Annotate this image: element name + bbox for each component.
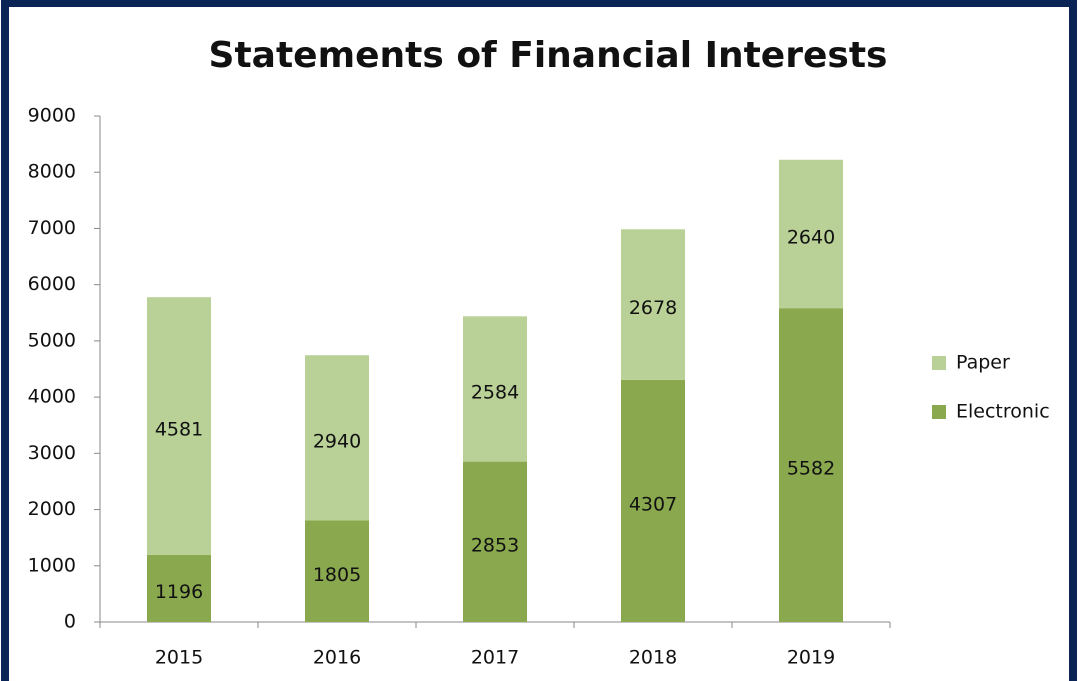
bar-segment	[779, 308, 843, 622]
y-tick-label: 7000	[28, 217, 76, 239]
bar-segment	[305, 520, 369, 622]
data-label: 5582	[787, 458, 835, 480]
y-tick-label: 3000	[28, 442, 76, 464]
x-tick-label: 2019	[787, 647, 835, 669]
bar-segment	[147, 297, 211, 555]
y-tick-label: 6000	[28, 273, 76, 295]
data-label: 1805	[313, 564, 361, 586]
chart-title: Statements of Financial Interests	[209, 35, 888, 76]
bar-segment	[305, 355, 369, 521]
data-label: 2640	[787, 226, 835, 248]
bar-segment	[463, 461, 527, 622]
legend-swatch	[932, 405, 946, 419]
data-label: 2853	[471, 534, 519, 556]
y-tick-label: 8000	[28, 161, 76, 183]
y-tick-label: 2000	[28, 498, 76, 520]
bar-segment	[621, 379, 685, 622]
y-tick-label: 9000	[28, 105, 76, 127]
bar-segment	[621, 229, 685, 380]
x-tick-label: 2016	[313, 647, 361, 669]
x-tick-label: 2017	[471, 647, 519, 669]
x-tick-label: 2018	[629, 647, 677, 669]
data-label: 1196	[155, 581, 203, 603]
data-label: 4581	[155, 418, 203, 440]
data-label: 2940	[313, 430, 361, 452]
data-label: 2584	[471, 381, 519, 403]
data-label: 4307	[629, 493, 677, 515]
y-tick-label: 0	[64, 611, 76, 633]
data-label: 2678	[629, 297, 677, 319]
x-tick-label: 2015	[155, 647, 203, 669]
legend-label: Electronic	[956, 401, 1050, 423]
y-tick-label: 5000	[28, 329, 76, 351]
bar-segment	[463, 316, 527, 462]
legend-label: Paper	[956, 352, 1010, 374]
y-tick-label: 4000	[28, 386, 76, 408]
bar-segment	[779, 159, 843, 309]
legend-swatch	[932, 356, 946, 370]
y-tick-label: 1000	[28, 554, 76, 576]
bar-segment	[147, 554, 211, 622]
